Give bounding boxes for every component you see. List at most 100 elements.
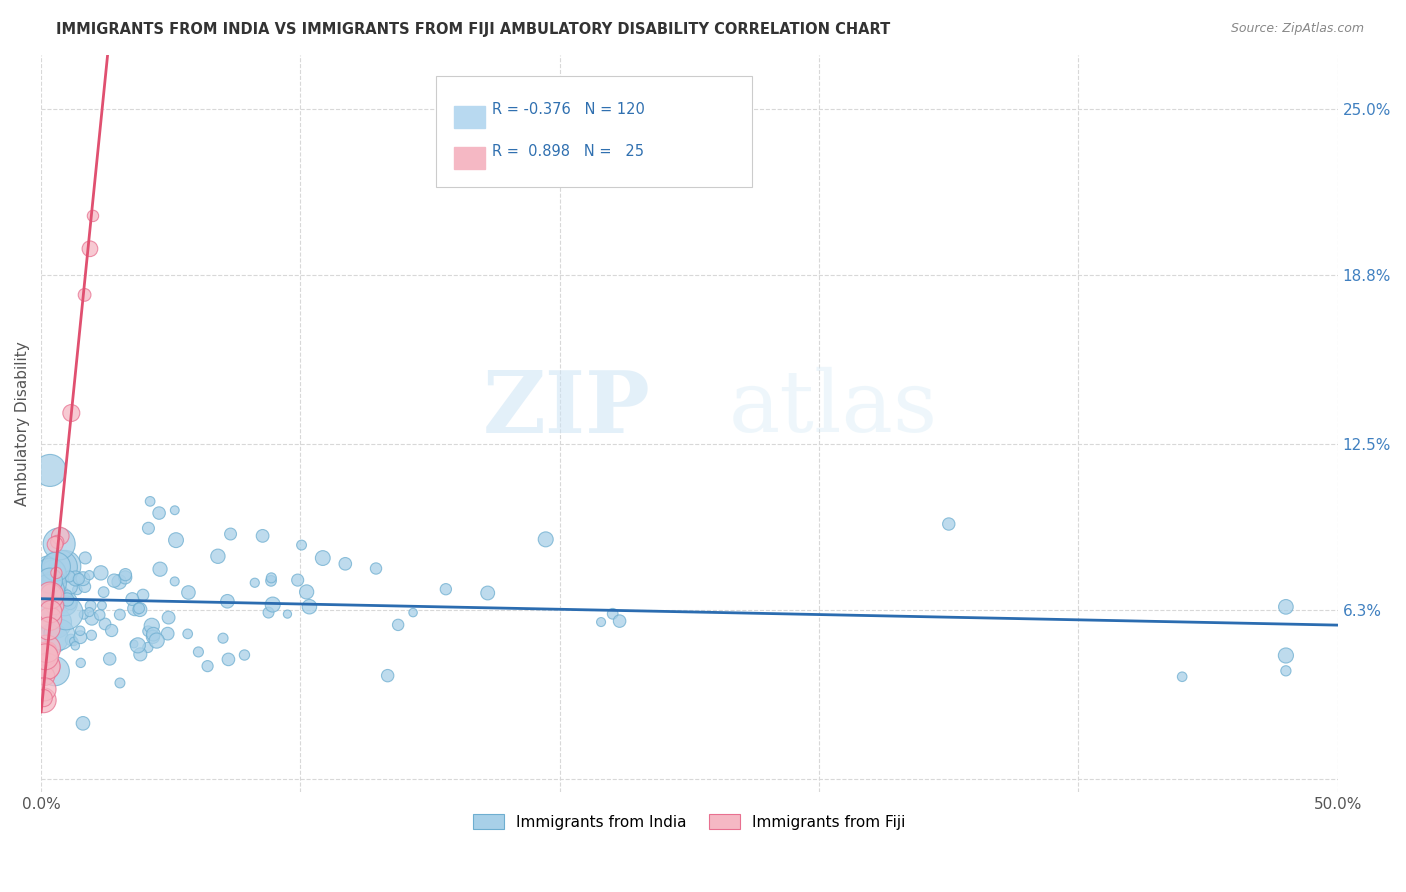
- Point: [243, 575, 266, 590]
- Point: [477, 586, 499, 600]
- Point: [35, 659, 58, 673]
- Point: [197, 659, 219, 673]
- Point: [65, 571, 87, 585]
- Point: [141, 619, 163, 633]
- Point: [136, 640, 159, 655]
- Point: [295, 585, 318, 599]
- Point: [56, 587, 79, 601]
- Point: [35, 641, 58, 656]
- Point: [609, 614, 631, 628]
- Point: [32, 693, 55, 707]
- Point: [157, 610, 180, 624]
- Point: [114, 570, 136, 584]
- Point: [534, 533, 557, 547]
- Point: [90, 599, 112, 613]
- Point: [122, 637, 145, 651]
- Point: [252, 529, 274, 543]
- Point: [77, 568, 100, 582]
- Point: [37, 584, 59, 599]
- Point: [89, 607, 111, 622]
- Point: [142, 627, 165, 641]
- Text: ZIP: ZIP: [482, 367, 651, 450]
- Point: [156, 626, 179, 640]
- Text: IMMIGRANTS FROM INDIA VS IMMIGRANTS FROM FIJI AMBULATORY DISABILITY CORRELATION : IMMIGRANTS FROM INDIA VS IMMIGRANTS FROM…: [56, 22, 890, 37]
- Point: [312, 551, 335, 566]
- Point: [35, 659, 58, 673]
- Point: [38, 622, 60, 636]
- Point: [42, 576, 65, 591]
- Point: [257, 606, 280, 620]
- Point: [163, 574, 186, 589]
- Point: [39, 463, 62, 477]
- Point: [260, 574, 283, 588]
- Point: [44, 599, 66, 613]
- Point: [34, 682, 56, 697]
- Point: [1275, 599, 1298, 614]
- Point: [65, 573, 87, 587]
- Point: [148, 506, 170, 520]
- Point: [73, 580, 96, 594]
- Point: [128, 601, 150, 615]
- Point: [217, 594, 239, 608]
- Point: [217, 652, 239, 666]
- Point: [121, 592, 143, 607]
- Point: [45, 566, 67, 580]
- Point: [139, 494, 162, 508]
- Point: [129, 648, 152, 662]
- Point: [93, 585, 115, 599]
- Text: R = -0.376   N = 120: R = -0.376 N = 120: [492, 103, 645, 117]
- Point: [41, 592, 63, 607]
- Point: [69, 630, 91, 644]
- Point: [37, 562, 59, 576]
- Point: [94, 617, 117, 632]
- Point: [142, 630, 165, 644]
- Point: [56, 592, 79, 607]
- Text: R =  0.898   N =   25: R = 0.898 N = 25: [492, 145, 644, 159]
- Point: [45, 590, 67, 604]
- Text: Source: ZipAtlas.com: Source: ZipAtlas.com: [1230, 22, 1364, 36]
- Point: [335, 557, 357, 571]
- Point: [287, 573, 309, 587]
- Point: [207, 549, 229, 564]
- Point: [90, 566, 112, 580]
- Point: [69, 656, 91, 670]
- Point: [145, 633, 167, 648]
- Point: [69, 624, 91, 638]
- Point: [163, 503, 186, 517]
- Point: [75, 550, 97, 565]
- Point: [32, 691, 55, 706]
- Point: [114, 567, 136, 582]
- Point: [39, 566, 62, 581]
- Point: [39, 589, 62, 603]
- Point: [48, 537, 70, 551]
- Point: [260, 571, 283, 585]
- Point: [212, 631, 235, 645]
- Point: [59, 597, 82, 611]
- Point: [149, 562, 172, 576]
- Point: [34, 647, 56, 661]
- Point: [1171, 670, 1194, 684]
- Point: [80, 628, 103, 642]
- Point: [66, 582, 89, 597]
- Point: [589, 615, 612, 629]
- Point: [49, 560, 72, 574]
- Point: [176, 627, 198, 641]
- Point: [39, 612, 62, 626]
- Point: [108, 574, 131, 589]
- Point: [59, 632, 82, 647]
- Point: [1275, 664, 1298, 678]
- Point: [82, 209, 104, 223]
- Point: [49, 529, 72, 543]
- Point: [233, 648, 256, 662]
- Point: [602, 607, 624, 621]
- Point: [165, 533, 187, 548]
- Point: [58, 569, 80, 583]
- Point: [48, 627, 70, 641]
- Point: [34, 669, 56, 683]
- Point: [53, 559, 76, 574]
- Point: [219, 527, 242, 541]
- Point: [98, 652, 121, 666]
- Point: [79, 605, 101, 619]
- Point: [79, 242, 101, 256]
- Text: atlas: atlas: [728, 368, 938, 450]
